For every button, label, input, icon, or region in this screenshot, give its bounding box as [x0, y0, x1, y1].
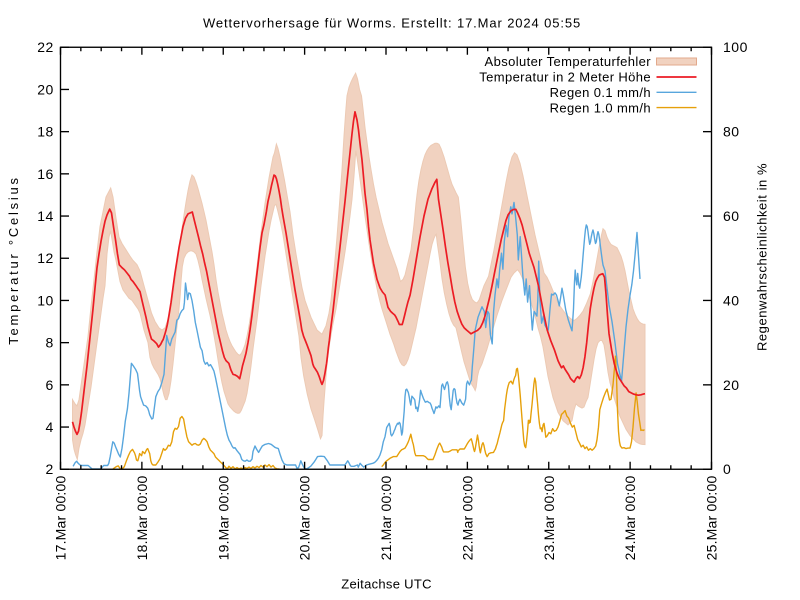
svg-text:18: 18	[37, 124, 54, 140]
svg-text:23.Mar 00:00: 23.Mar 00:00	[541, 475, 557, 560]
svg-text:14: 14	[37, 208, 54, 224]
svg-text:Regenwahrscheinlichkeit in %: Regenwahrscheinlichkeit in %	[755, 163, 770, 351]
svg-text:20.Mar 00:00: 20.Mar 00:00	[297, 475, 313, 560]
svg-text:80: 80	[723, 124, 740, 140]
svg-text:Regen 1.0 mm/h: Regen 1.0 mm/h	[550, 100, 651, 115]
svg-text:12: 12	[37, 250, 54, 266]
svg-text:6: 6	[46, 377, 54, 393]
svg-text:8: 8	[46, 335, 54, 351]
svg-text:60: 60	[723, 208, 740, 224]
svg-text:20: 20	[37, 81, 54, 97]
svg-text:100: 100	[723, 39, 748, 55]
svg-text:Temperatur in 2 Meter Höhe: Temperatur in 2 Meter Höhe	[479, 70, 651, 85]
svg-text:24.Mar 00:00: 24.Mar 00:00	[622, 475, 638, 560]
svg-text:Wettervorhersage für Worms. Er: Wettervorhersage für Worms. Erstellt: 17…	[203, 15, 581, 30]
svg-text:16: 16	[37, 166, 54, 182]
svg-text:2: 2	[46, 461, 54, 477]
svg-text:21.Mar 00:00: 21.Mar 00:00	[378, 475, 394, 560]
svg-text:Zeitachse UTC: Zeitachse UTC	[341, 577, 432, 592]
svg-text:25.Mar 00:00: 25.Mar 00:00	[704, 475, 720, 560]
svg-text:0: 0	[723, 461, 731, 477]
svg-text:17.Mar 00:00: 17.Mar 00:00	[53, 475, 69, 560]
svg-text:18.Mar 00:00: 18.Mar 00:00	[134, 475, 150, 560]
svg-text:22: 22	[37, 39, 54, 55]
svg-text:22.Mar 00:00: 22.Mar 00:00	[459, 475, 475, 560]
svg-text:Regen 0.1 mm/h: Regen 0.1 mm/h	[550, 85, 651, 100]
svg-text:Temperatur °Celsius: Temperatur °Celsius	[6, 175, 21, 344]
svg-text:19.Mar 00:00: 19.Mar 00:00	[215, 475, 231, 560]
svg-text:10: 10	[37, 292, 54, 308]
svg-text:20: 20	[723, 377, 740, 393]
svg-text:Absoluter Temperaturfehler: Absoluter Temperaturfehler	[485, 54, 652, 69]
svg-text:40: 40	[723, 293, 740, 309]
svg-text:4: 4	[46, 419, 54, 435]
